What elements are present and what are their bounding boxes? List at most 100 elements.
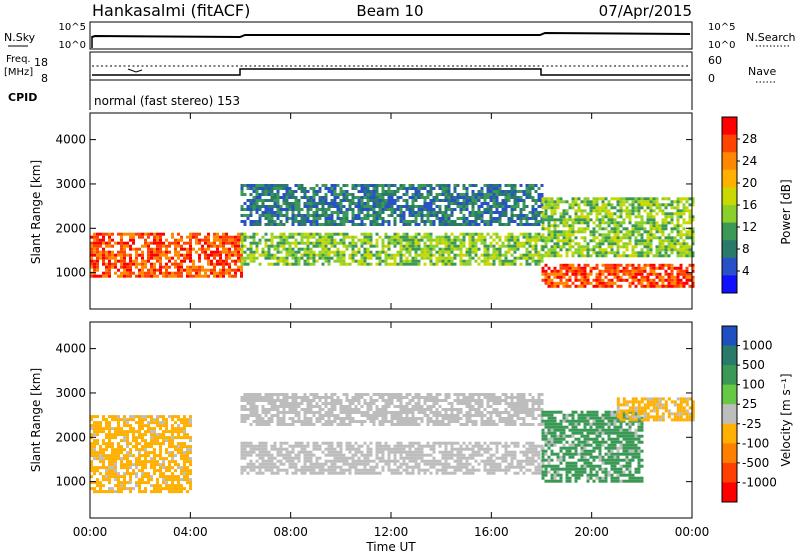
power-cell — [650, 212, 653, 215]
power-cell — [647, 282, 650, 285]
power-cell — [292, 257, 295, 260]
power-cell — [557, 282, 560, 285]
power-cell — [644, 267, 647, 270]
power-cell — [108, 254, 111, 257]
velocity-cell — [129, 415, 132, 418]
power-cell — [228, 263, 231, 266]
power-cell — [219, 245, 222, 248]
velocity-cell — [250, 399, 253, 402]
velocity-cell — [268, 393, 271, 396]
power-cell — [216, 233, 219, 236]
velocity-cell — [108, 466, 111, 469]
velocity-cell — [93, 457, 96, 460]
power-cell — [358, 190, 361, 193]
velocity-cell — [358, 451, 361, 454]
power-cell — [590, 209, 593, 212]
power-cell — [349, 199, 352, 202]
power-cell — [382, 217, 385, 220]
power-cell — [451, 260, 454, 263]
velocity-cell — [96, 454, 99, 457]
velocity-cell — [105, 421, 108, 424]
power-cell — [382, 190, 385, 193]
power-cell — [421, 248, 424, 251]
power-cell — [156, 257, 159, 260]
velocity-cell — [153, 448, 156, 451]
power-cell — [647, 212, 650, 215]
velocity-cell — [144, 415, 147, 418]
velocity-cell — [316, 442, 319, 445]
power-cell — [240, 266, 243, 269]
power-cell — [159, 239, 162, 242]
power-cell — [514, 257, 517, 260]
velocity-cell — [147, 454, 150, 457]
power-cell — [99, 233, 102, 236]
power-cell — [608, 218, 611, 221]
power-cell — [319, 208, 322, 211]
power-cell — [295, 220, 298, 223]
velocity-cell — [424, 472, 427, 475]
velocity-cell — [346, 442, 349, 445]
power-cell — [520, 245, 523, 248]
velocity-cell — [280, 402, 283, 405]
velocity-cell — [114, 430, 117, 433]
velocity-cell — [532, 463, 535, 466]
power-cell — [551, 212, 554, 215]
power-cell — [346, 184, 349, 187]
power-cell — [412, 202, 415, 205]
power-cell — [244, 184, 247, 187]
power-cell — [313, 254, 316, 257]
power-cell — [635, 209, 638, 212]
power-cell — [578, 279, 581, 282]
power-cell — [349, 254, 352, 257]
power-cell — [241, 205, 244, 208]
power-cell — [361, 223, 364, 226]
power-cell — [463, 208, 466, 211]
velocity-cell — [277, 448, 280, 451]
power-cell — [551, 215, 554, 218]
velocity-cell — [382, 466, 385, 469]
power-cell — [557, 276, 560, 279]
power-cell — [451, 248, 454, 251]
velocity-cell — [162, 460, 165, 463]
power-cell — [337, 184, 340, 187]
velocity-cell — [340, 457, 343, 460]
velocity-cell — [313, 448, 316, 451]
power-cell — [572, 273, 575, 276]
power-cell — [554, 276, 557, 279]
velocity-cell — [147, 430, 150, 433]
power-cell — [656, 197, 659, 200]
power-cell — [683, 273, 686, 276]
power-cell — [442, 187, 445, 190]
velocity-cell — [156, 421, 159, 424]
power-cell — [532, 196, 535, 199]
power-cell — [241, 248, 244, 251]
velocity-cell — [150, 478, 153, 481]
power-cell — [304, 251, 307, 254]
velocity-cell — [277, 420, 280, 423]
velocity-cell — [514, 442, 517, 445]
power-cell — [584, 248, 587, 251]
power-cell — [400, 196, 403, 199]
power-cell — [674, 239, 677, 242]
velocity-cell — [180, 418, 183, 421]
power-cell — [424, 184, 427, 187]
velocity-cell — [496, 451, 499, 454]
power-cell — [96, 251, 99, 254]
power-cell — [430, 239, 433, 242]
power-cell — [629, 254, 632, 257]
power-cell — [216, 236, 219, 239]
power-cell — [548, 206, 551, 209]
velocity-cell — [111, 472, 114, 475]
velocity-cell — [262, 454, 265, 457]
power-cell — [391, 263, 394, 266]
power-cell — [545, 227, 548, 230]
power-cell — [153, 266, 156, 269]
power-cell — [593, 245, 596, 248]
power-cell — [511, 248, 514, 251]
power-cell — [358, 260, 361, 263]
power-cell — [514, 193, 517, 196]
power-cell — [511, 254, 514, 257]
velocity-cell — [132, 463, 135, 466]
velocity-cell — [358, 445, 361, 448]
power-cell — [361, 220, 364, 223]
